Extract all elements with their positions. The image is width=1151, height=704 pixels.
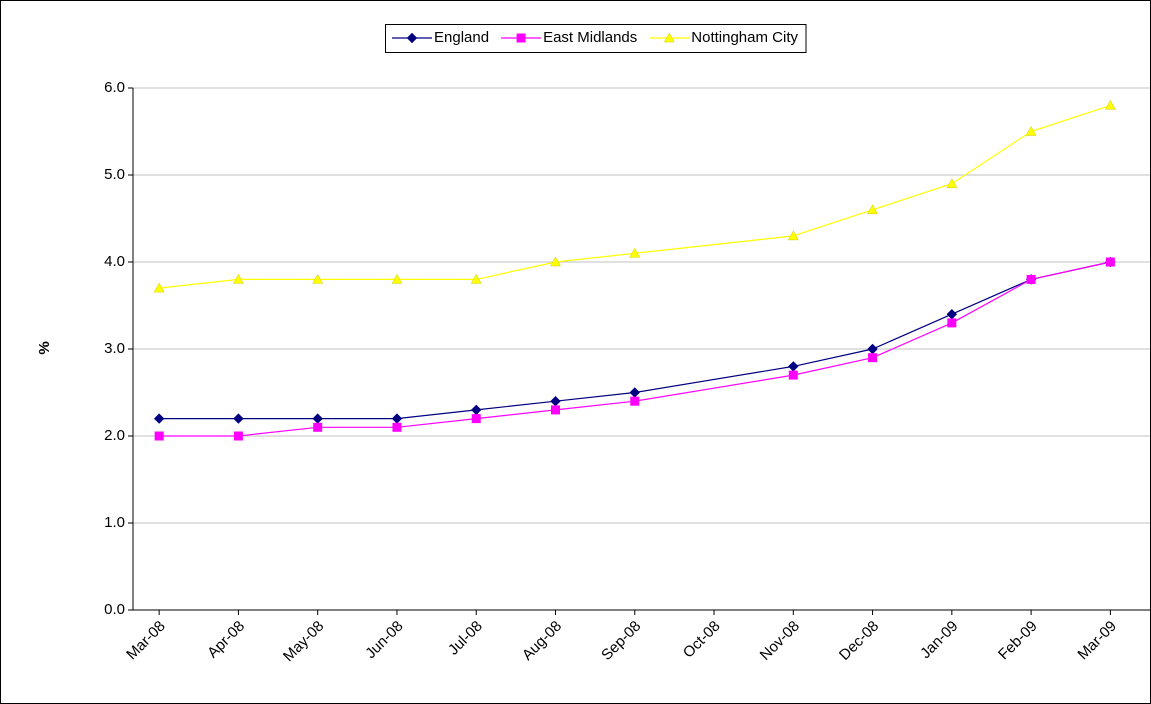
marker xyxy=(947,318,957,328)
marker xyxy=(1026,274,1036,284)
legend-label: England xyxy=(434,29,489,46)
marker xyxy=(550,405,560,415)
marker xyxy=(392,422,402,432)
marker xyxy=(154,431,164,441)
marker xyxy=(1105,257,1115,267)
y-tick-label: 5.0 xyxy=(104,166,125,183)
marker xyxy=(470,273,482,284)
marker xyxy=(153,413,165,424)
marker xyxy=(1025,125,1037,136)
marker xyxy=(233,273,244,284)
marker xyxy=(516,33,526,43)
marker xyxy=(663,32,675,43)
legend-label: East Midlands xyxy=(543,29,637,46)
marker xyxy=(233,431,243,441)
marker xyxy=(313,422,323,432)
y-axis-label: % xyxy=(36,341,53,354)
marker xyxy=(946,178,958,188)
y-tick-label: 6.0 xyxy=(104,79,125,96)
marker xyxy=(312,273,324,284)
marker xyxy=(1104,99,1116,110)
marker xyxy=(471,414,481,424)
marker xyxy=(868,353,878,363)
marker xyxy=(788,370,798,380)
y-tick-label: 1.0 xyxy=(104,514,125,531)
marker xyxy=(233,413,244,424)
legend: England East Midlands Nottingham City xyxy=(385,24,807,53)
series-line xyxy=(159,104,1111,289)
marker xyxy=(550,256,561,267)
series-line xyxy=(159,261,1111,420)
marker xyxy=(391,273,403,284)
marker xyxy=(153,282,165,293)
legend-box xyxy=(385,24,807,53)
marker xyxy=(630,396,640,406)
marker xyxy=(406,32,418,44)
y-tick-label: 4.0 xyxy=(104,253,125,270)
y-tick-label: 0.0 xyxy=(104,601,125,618)
marker xyxy=(787,230,799,241)
legend-label: Nottingham City xyxy=(691,29,798,46)
y-tick-label: 2.0 xyxy=(104,427,125,444)
marker xyxy=(629,247,641,258)
y-tick-label: 3.0 xyxy=(104,340,125,357)
marker xyxy=(867,204,878,215)
series-line xyxy=(159,261,1111,437)
